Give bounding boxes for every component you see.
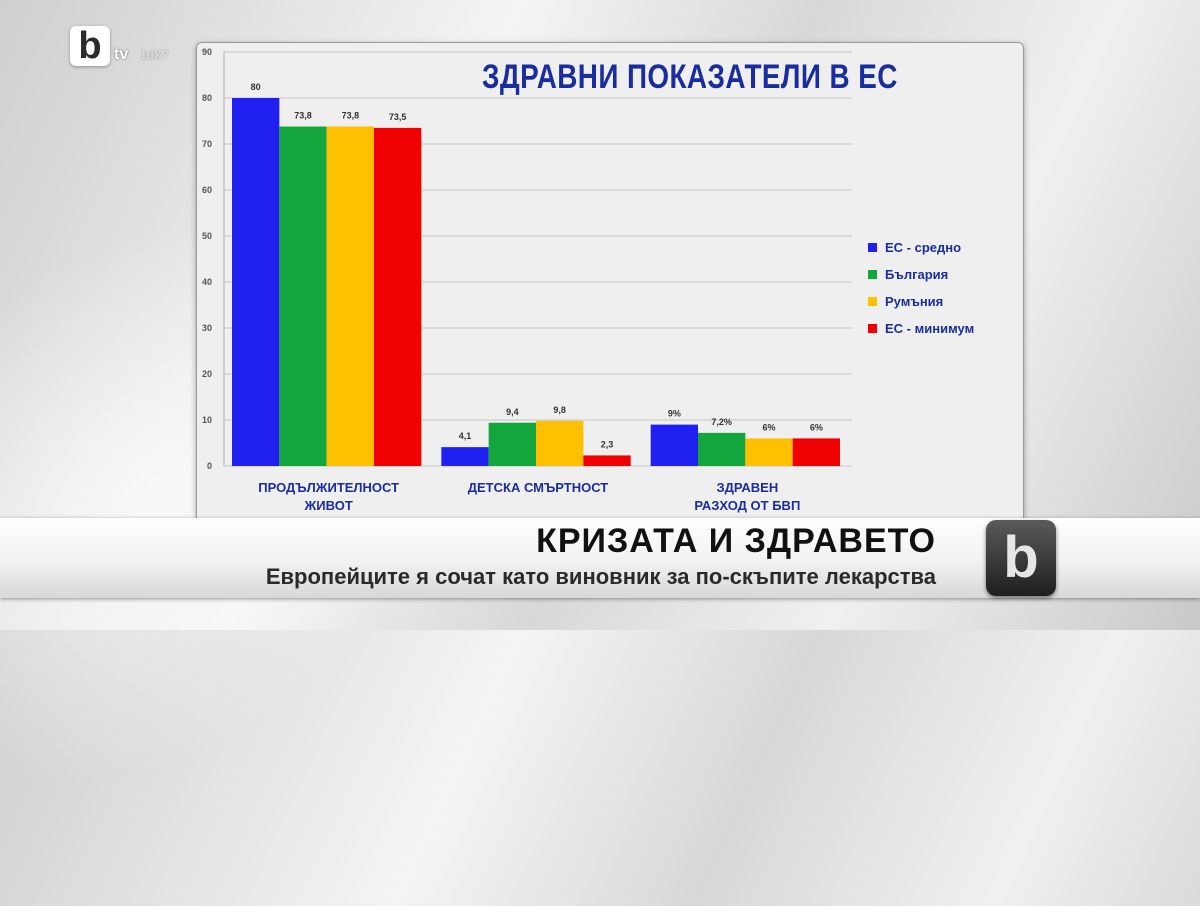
data-label: 6%	[762, 422, 775, 432]
legend-label-romania: Румъния	[885, 294, 944, 309]
y-tick-label: 40	[202, 277, 212, 287]
bar	[279, 126, 327, 467]
legend-item-eu-average: ЕС - средно	[868, 234, 974, 261]
data-label: 6%	[810, 422, 823, 432]
channel-logo-tv: tv	[114, 46, 129, 63]
data-label: 9,4	[506, 407, 519, 417]
data-label: 9,8	[553, 405, 566, 415]
y-tick-label: 90	[202, 47, 212, 57]
bar	[650, 424, 698, 466]
chart-title: ЗДРАВНИ ПОКАЗАТЕЛИ В ЕС	[482, 58, 898, 96]
bar	[583, 455, 631, 466]
bar	[232, 98, 280, 466]
channel-logo: b tv 1dX?	[70, 26, 168, 66]
y-tick-label: 20	[202, 369, 212, 379]
data-label: 73,8	[342, 111, 360, 121]
corner-bug-letter: b	[1003, 525, 1039, 590]
category-label: ДЕТСКА СМЪРТНОСТ	[468, 480, 609, 495]
legend-swatch-eu-average	[868, 243, 877, 252]
bar	[326, 126, 374, 467]
y-tick-label: 70	[202, 139, 212, 149]
y-tick-label: 60	[202, 185, 212, 195]
data-label: 7,2%	[711, 417, 732, 427]
hd-badge: 1dX?	[140, 48, 169, 62]
legend-label-eu-minimum: ЕС - минимум	[885, 321, 975, 336]
lower-third-subline: Европейците я сочат като виновник за по-…	[265, 564, 936, 589]
chart-legend: ЕС - средно България Румъния ЕС - миниму…	[868, 234, 974, 342]
category-label: ПРОДЪЛЖИТЕЛНОСТ	[258, 480, 399, 495]
data-label: 80	[251, 82, 261, 92]
corner-bug-logo: b	[986, 520, 1056, 596]
legend-label-bulgaria: България	[885, 267, 949, 282]
legend-label-eu-average: ЕС - средно	[885, 240, 962, 255]
legend-item-bulgaria: България	[868, 261, 974, 288]
bar	[792, 438, 840, 466]
bar	[374, 127, 422, 467]
data-label: 73,5	[389, 112, 407, 122]
bar	[488, 422, 536, 466]
y-tick-label: 30	[202, 323, 212, 333]
data-label: 4,1	[459, 431, 472, 441]
y-tick-label: 80	[202, 93, 212, 103]
y-tick-label: 10	[202, 415, 212, 425]
category-label: ЖИВОТ	[304, 498, 353, 513]
data-label: 9%	[668, 409, 681, 419]
y-tick-label: 0	[207, 461, 212, 471]
bar	[441, 447, 489, 466]
legend-swatch-eu-minimum	[868, 324, 877, 333]
category-label: ЗДРАВЕН	[716, 480, 778, 495]
y-tick-label: 50	[202, 231, 212, 241]
bar	[698, 432, 746, 466]
channel-logo-letter: b	[70, 26, 110, 66]
bar	[536, 420, 584, 466]
data-label: 73,8	[294, 111, 312, 121]
legend-item-romania: Румъния	[868, 288, 974, 315]
data-label: 2,3	[601, 439, 614, 449]
chart-plot: 0 10 20 30 40 50 60 70 80 90 80 73,8 73,8 73,5 ПРОДЪЛЖ…	[202, 47, 852, 513]
lower-third-headline: КРИЗАТА И ЗДРАВЕТО	[536, 522, 936, 560]
category-label: РАЗХОД ОТ БВП	[694, 498, 800, 513]
legend-swatch-romania	[868, 297, 877, 306]
bar	[745, 438, 793, 466]
legend-item-eu-minimum: ЕС - минимум	[868, 315, 974, 342]
legend-swatch-bulgaria	[868, 270, 877, 279]
